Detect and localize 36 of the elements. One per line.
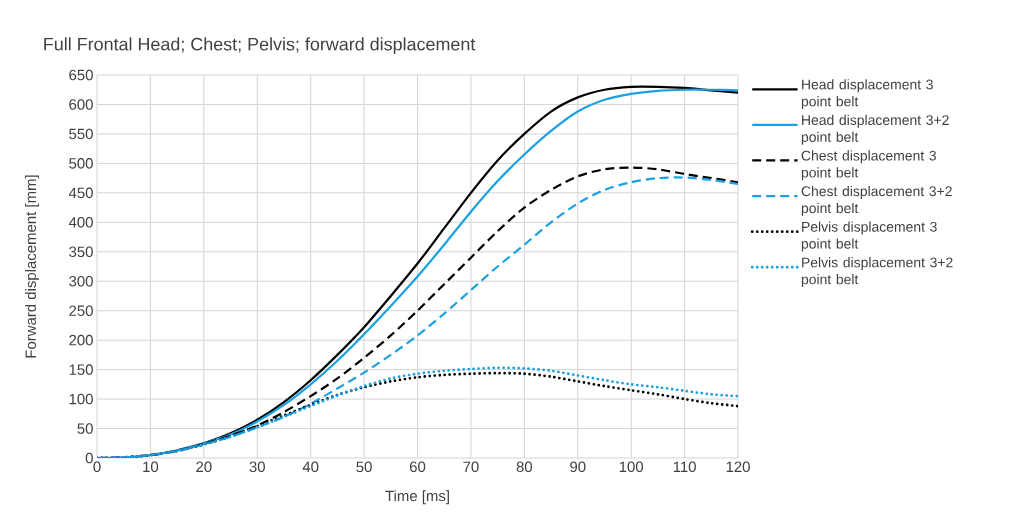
x-tick-label: 110 xyxy=(673,461,696,473)
y-tick-label: 650 xyxy=(69,69,93,81)
y-tick-label: 500 xyxy=(69,158,93,169)
y-tick-label: 450 xyxy=(68,187,93,199)
chart-title: Full Frontal Head; Chest; Pelvis; forward displacement xyxy=(44,37,476,55)
y-tick-label: 100 xyxy=(69,393,93,405)
y-tick-label: 550 xyxy=(69,128,93,140)
legend-label: Head displacement 3+2 point belt xyxy=(801,114,949,145)
y-tick-label: 400 xyxy=(68,217,93,228)
y-tick-label: 350 xyxy=(69,246,93,258)
x-axis-title: Time [ms] xyxy=(385,490,449,505)
x-tick-label: 90 xyxy=(570,461,586,473)
y-tick-label: 50 xyxy=(77,423,93,434)
legend-label: Pelvis displacement 3 point belt xyxy=(801,221,937,252)
y-tick-label: 600 xyxy=(69,99,93,110)
x-tick-label: 40 xyxy=(302,461,319,473)
x-tick-label: 120 xyxy=(726,461,750,473)
legend-label: Pelvis displacement 3+2 point belt xyxy=(801,257,953,288)
y-axis-title: Forward displacement [mm] xyxy=(25,175,39,358)
x-tick-label: 100 xyxy=(619,461,644,473)
legend-label: Head displacement 3 point belt xyxy=(801,79,933,110)
y-tick-label: 200 xyxy=(69,334,93,346)
x-tick-label: 30 xyxy=(249,461,265,473)
x-tick-label: 80 xyxy=(516,461,533,473)
y-tick-label: 300 xyxy=(69,275,93,287)
x-tick-label: 70 xyxy=(463,461,479,473)
x-tick-label: 60 xyxy=(409,461,426,473)
x-tick-label: 0 xyxy=(93,461,101,473)
x-tick-label: 20 xyxy=(196,461,212,473)
legend-label: Chest displacement 3+2 point belt xyxy=(801,185,952,216)
y-tick-label: 150 xyxy=(69,364,93,375)
y-tick-label: 250 xyxy=(69,305,93,316)
y-tick-label: 0 xyxy=(85,452,93,464)
legend-label: Chest displacement 3 point belt xyxy=(801,150,936,181)
x-tick-label: 50 xyxy=(356,461,372,473)
x-tick-label: 10 xyxy=(143,461,159,473)
